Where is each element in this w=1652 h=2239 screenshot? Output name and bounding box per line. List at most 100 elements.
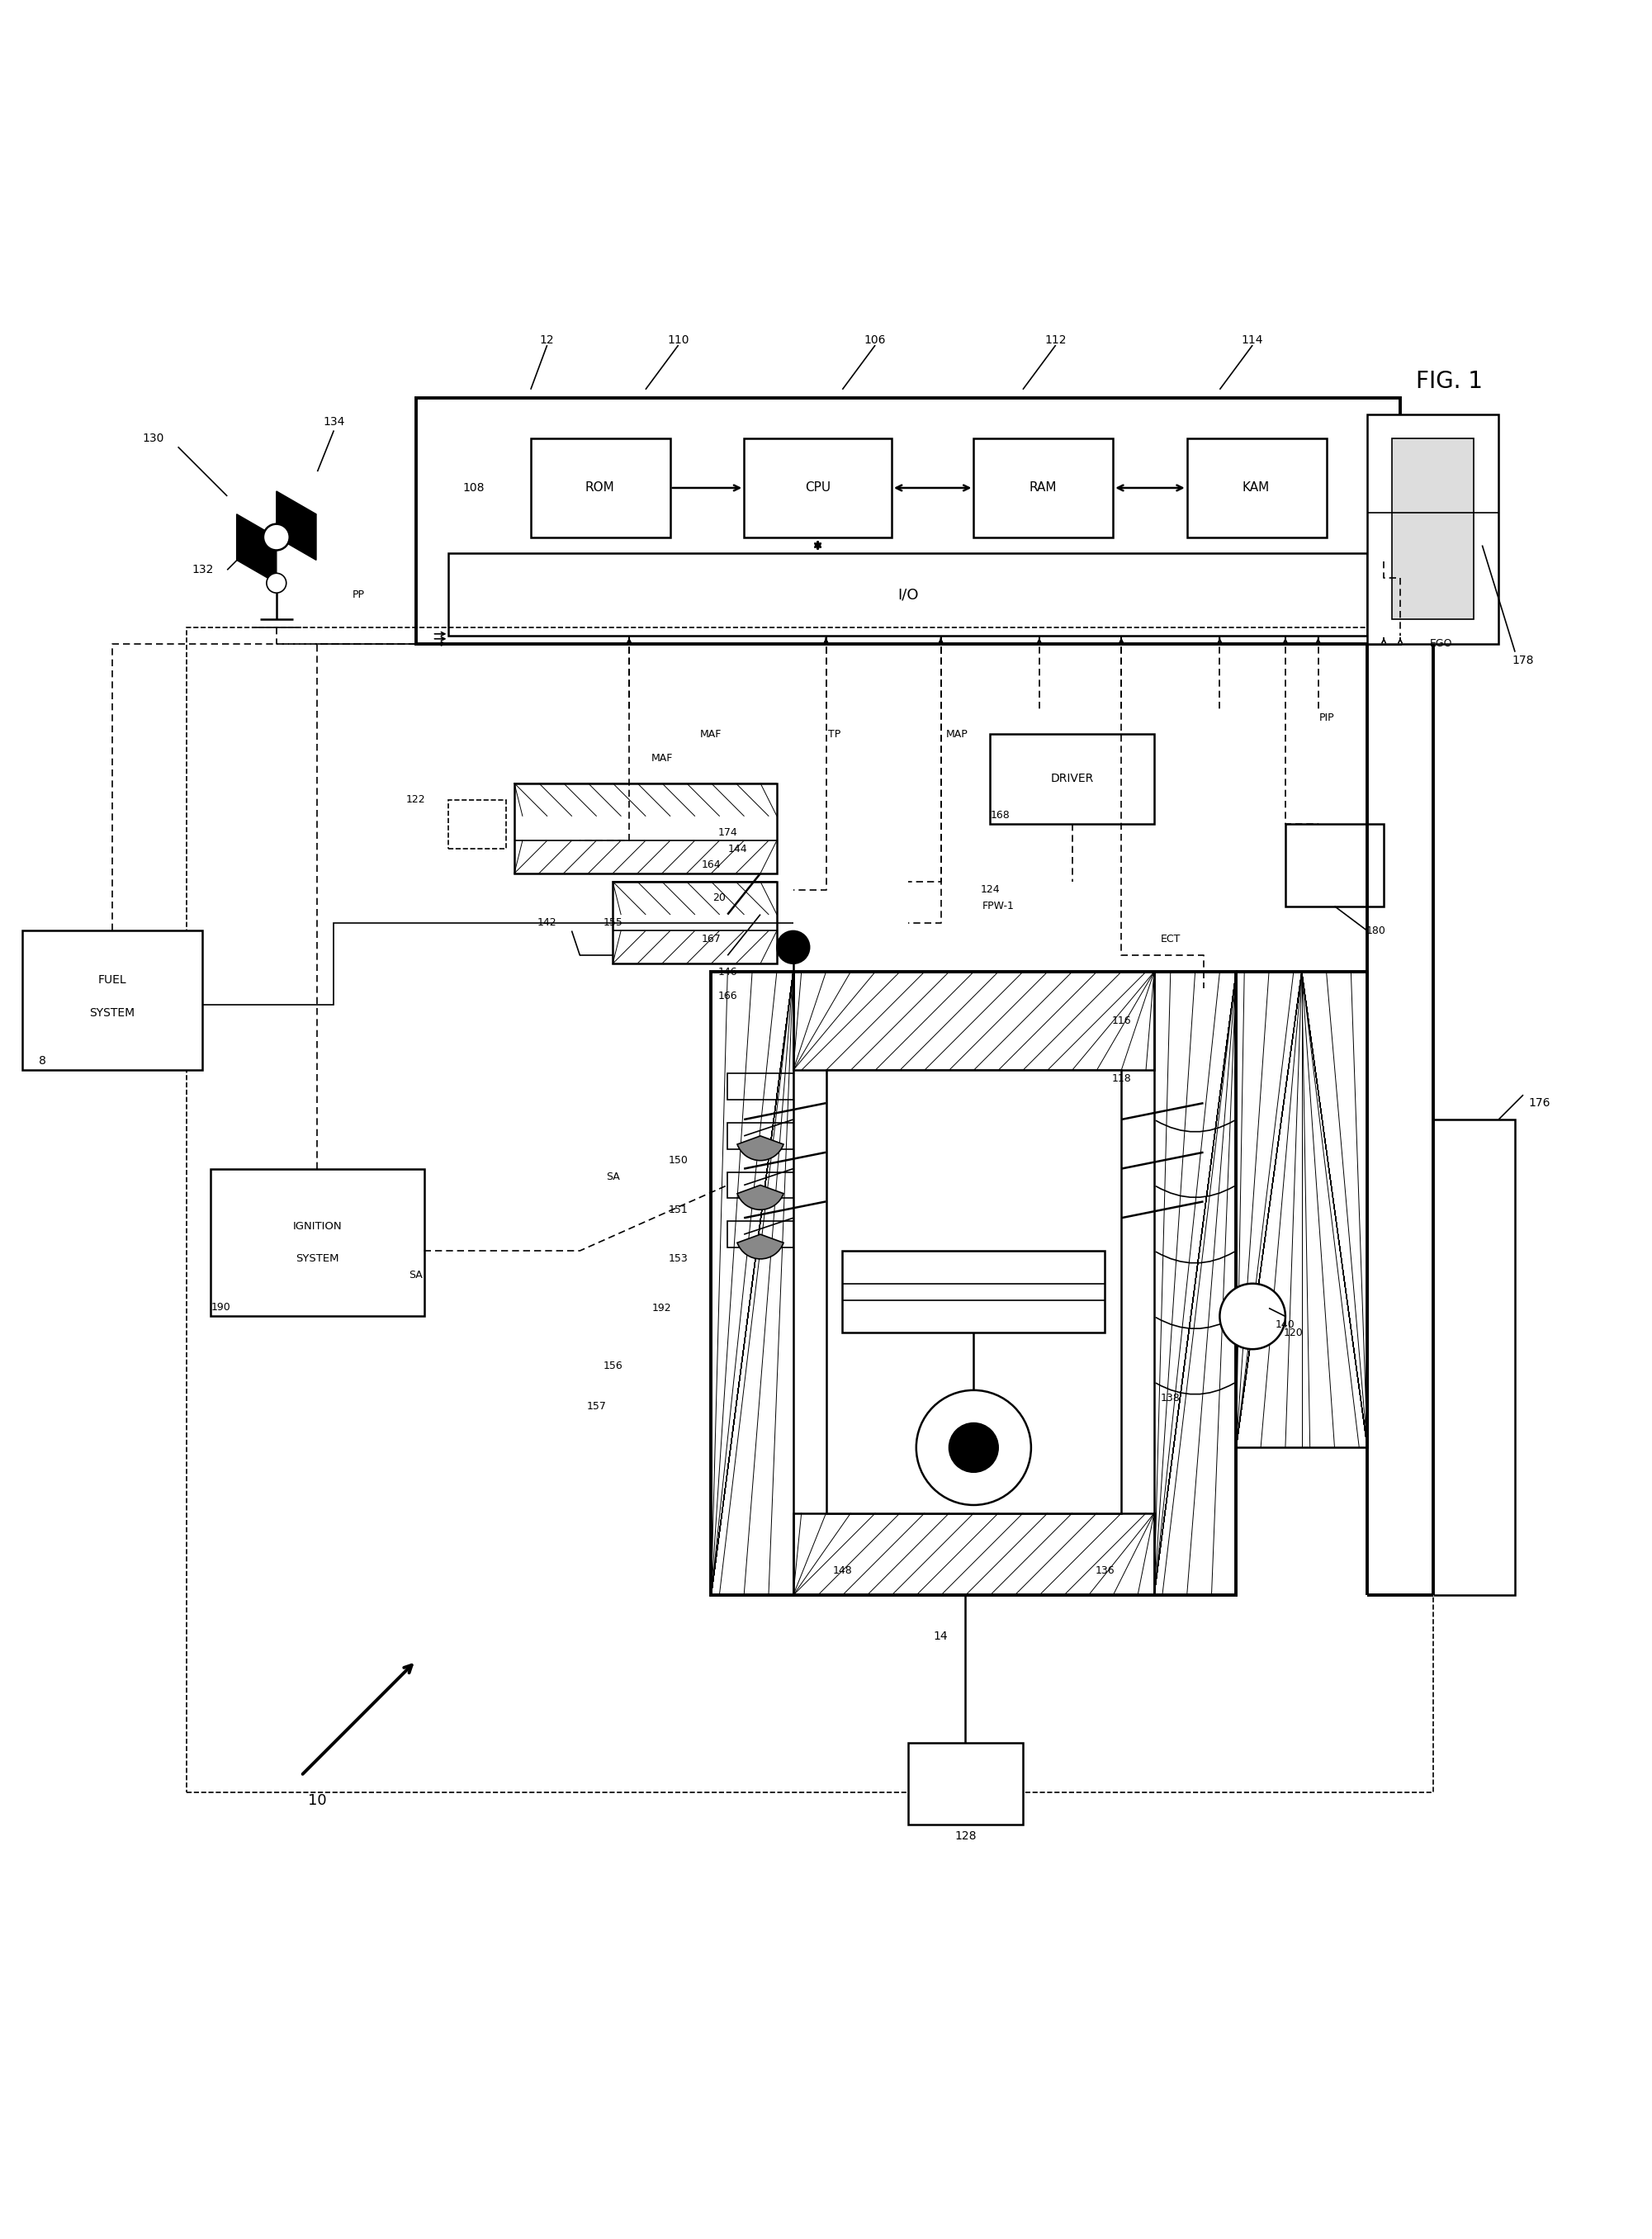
Text: KAM: KAM [1242,481,1269,495]
Text: ROM: ROM [585,481,615,495]
Text: TP: TP [828,728,841,739]
Text: IGNITION: IGNITION [292,1220,342,1231]
Bar [909,1742,1023,1825]
Circle shape [1219,1283,1285,1350]
Bar [1186,439,1327,537]
Text: 130: 130 [142,432,164,446]
Text: 134: 134 [322,416,345,428]
Circle shape [263,524,289,551]
Bar [613,882,776,963]
Text: 164: 164 [702,860,720,871]
Bar [1393,439,1474,620]
Text: 167: 167 [702,934,720,945]
Text: 10: 10 [307,1793,327,1807]
Bar [743,439,892,537]
Wedge shape [737,1135,783,1160]
Circle shape [266,573,286,593]
Text: FPW-1: FPW-1 [983,900,1014,911]
Text: 8: 8 [38,1055,46,1068]
Text: 178: 178 [1512,654,1535,665]
Text: 120: 120 [1284,1328,1303,1339]
Text: 106: 106 [864,334,885,347]
Text: 148: 148 [833,1565,852,1576]
Circle shape [948,1424,998,1473]
Bar [727,1072,793,1099]
Text: 140: 140 [1275,1319,1295,1330]
Text: SA: SA [410,1270,423,1281]
Text: 146: 146 [719,967,737,976]
Text: 155: 155 [603,918,623,927]
Text: FIG. 1: FIG. 1 [1416,369,1483,392]
Bar [416,399,1401,645]
Bar [1155,972,1236,1594]
Bar [211,1169,425,1317]
Circle shape [917,1390,1031,1505]
Bar [1236,972,1368,1449]
Text: 118: 118 [1112,1072,1132,1084]
Text: SYSTEM: SYSTEM [89,1008,135,1019]
Bar [449,799,506,849]
Text: 151: 151 [669,1205,689,1216]
Text: 138: 138 [1161,1393,1180,1404]
Bar [530,439,671,537]
Text: 153: 153 [669,1254,689,1265]
Text: SYSTEM: SYSTEM [296,1254,339,1265]
Bar [514,784,776,873]
Circle shape [776,931,809,963]
Text: 128: 128 [955,1832,976,1843]
Text: 190: 190 [211,1303,230,1312]
Text: 174: 174 [717,826,737,837]
Text: 180: 180 [1366,925,1386,936]
Text: 144: 144 [727,844,747,853]
Bar [710,972,793,1594]
Polygon shape [236,515,276,560]
Bar [449,553,1368,636]
Polygon shape [276,490,316,537]
Bar [21,931,203,1070]
Text: 157: 157 [586,1402,606,1413]
Text: MAF: MAF [700,728,722,739]
Text: PIP: PIP [1318,712,1335,723]
Text: 176: 176 [1528,1097,1551,1108]
Text: 122: 122 [406,795,426,806]
Text: CPU: CPU [805,481,831,495]
Text: 156: 156 [603,1361,623,1370]
Polygon shape [276,515,316,560]
Text: 112: 112 [1044,334,1067,347]
Text: 150: 150 [669,1155,689,1167]
Text: 108: 108 [463,481,484,493]
Text: 114: 114 [1242,334,1264,347]
Wedge shape [737,1184,783,1209]
Bar [1285,824,1384,907]
Bar [727,1122,793,1149]
Text: FUEL: FUEL [97,974,127,985]
Text: 136: 136 [1095,1565,1115,1576]
Text: 132: 132 [192,564,213,575]
Bar [990,734,1155,824]
Bar [826,1070,1122,1514]
Bar [793,972,1155,1070]
Wedge shape [737,1234,783,1258]
Text: 124: 124 [980,884,999,896]
Bar [710,972,1236,1594]
Text: PP: PP [352,589,365,600]
Bar [187,627,1432,1791]
Text: 12: 12 [540,334,555,347]
Bar [793,1514,1155,1594]
Text: EGO: EGO [1431,638,1452,649]
Bar [1368,414,1498,645]
Text: 14: 14 [933,1630,948,1641]
Text: DRIVER: DRIVER [1051,772,1094,784]
Text: MAP: MAP [947,728,968,739]
Text: 166: 166 [719,992,737,1001]
Polygon shape [236,537,276,582]
Text: 192: 192 [653,1303,672,1314]
Text: 116: 116 [1112,1017,1132,1025]
Text: 110: 110 [667,334,689,347]
Bar [973,439,1113,537]
Text: ECT: ECT [1160,934,1181,945]
Text: 142: 142 [537,918,557,927]
Bar [843,1252,1105,1332]
Text: RAM: RAM [1029,481,1056,495]
Text: 168: 168 [990,811,1009,822]
